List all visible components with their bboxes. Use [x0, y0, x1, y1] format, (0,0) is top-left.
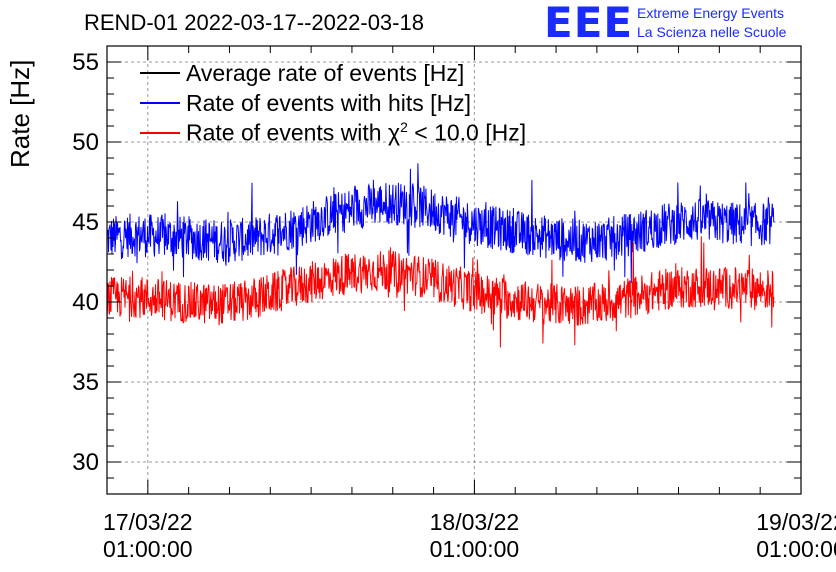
legend-swatch-hits: [140, 102, 180, 104]
y-tick-label: 50: [72, 129, 99, 156]
legend-item-average: Average rate of events [Hz]: [140, 58, 526, 88]
legend-swatch-chi2: [140, 132, 180, 134]
legend-swatch-average: [140, 72, 180, 74]
x-tick-label-date: 19/03/22: [756, 509, 836, 535]
legend-item-chi2: Rate of events with χ2 < 10.0 [Hz]: [140, 118, 526, 148]
logo-line-1: Extreme Energy Events: [637, 5, 785, 21]
y-axis-label: Rate [Hz]: [5, 59, 35, 168]
legend-label-average: Average rate of events [Hz]: [186, 59, 465, 86]
logo-subtitle: Extreme Energy Events La Scienza nelle S…: [637, 4, 786, 42]
logo-line-2: La Scienza nelle Scuole: [637, 24, 787, 40]
legend-label-hits: Rate of events with hits [Hz]: [186, 89, 472, 116]
series-line-2: [106, 236, 775, 348]
eee-logo: EEE: [544, 0, 634, 47]
y-tick-label: 35: [72, 369, 99, 396]
y-tick-label: 55: [72, 49, 99, 76]
x-tick-label-date: 18/03/22: [430, 509, 520, 535]
y-tick-label: 30: [72, 449, 99, 476]
y-tick-label: 40: [72, 289, 99, 316]
x-tick-label-time: 01:00:00: [756, 536, 836, 562]
legend-label-chi2: Rate of events with χ2 < 10.0 [Hz]: [186, 119, 527, 146]
legend-item-hits: Rate of events with hits [Hz]: [140, 88, 526, 118]
series-line-1: [106, 163, 775, 284]
chart-title: REND-01 2022-03-17--2022-03-18: [84, 10, 424, 35]
y-tick-label: 45: [72, 209, 99, 236]
x-tick-label-time: 01:00:00: [430, 536, 520, 562]
legend: Average rate of events [Hz] Rate of even…: [140, 58, 526, 148]
x-tick-label-time: 01:00:00: [103, 536, 193, 562]
x-tick-label-date: 17/03/22: [103, 509, 193, 535]
